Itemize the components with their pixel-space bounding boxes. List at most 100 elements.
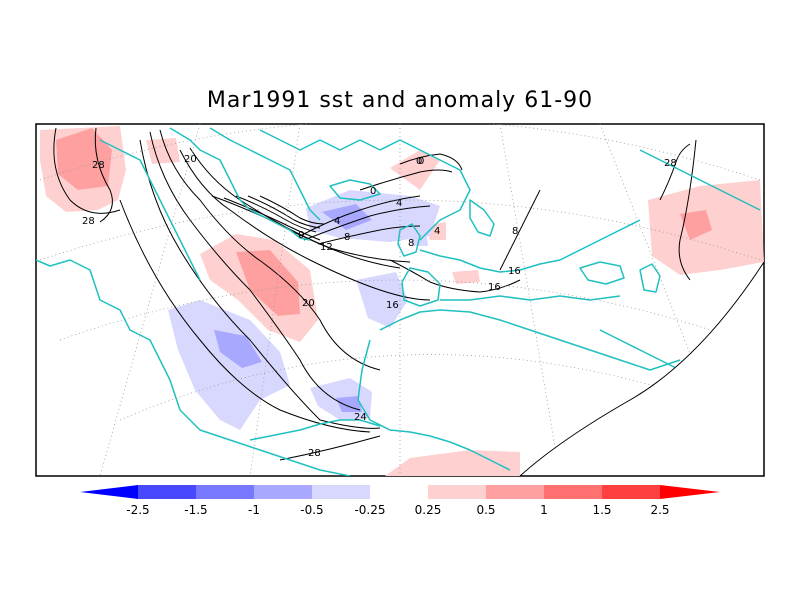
sst-contour: [359, 169, 453, 191]
contour-label: 0: [370, 186, 376, 197]
coastline-greenland: [169, 127, 311, 241]
contour-label: 8: [512, 226, 518, 237]
colorbar-label: -0.5: [300, 503, 323, 517]
anomaly-warm-patch: [385, 450, 520, 476]
anomaly-warm-patch: [56, 128, 112, 190]
anomaly-warm-patch: [236, 250, 300, 316]
coastline-baltic: [469, 199, 495, 237]
contour-label: 16: [386, 300, 399, 311]
colorbar-label: 2.5: [650, 503, 669, 517]
anomaly-warm-patch: [680, 210, 712, 240]
contour-label: 4: [434, 226, 440, 237]
contour-label: 20: [184, 154, 197, 165]
colorbar-box: [254, 485, 312, 499]
sst-contour: [399, 153, 463, 171]
coastline-europe: [419, 219, 641, 273]
projection-boundary: [519, 261, 765, 477]
sst-contour: [389, 259, 521, 293]
coastline-arctic-islands: [259, 129, 381, 151]
contour-label: 16: [488, 282, 501, 293]
contour-labels: 28 28 20 0 4 8 12 16 20 24 28 0 0 4 4 8 …: [82, 154, 677, 459]
contour-label: 28: [664, 158, 677, 169]
sst-contour: [279, 435, 381, 461]
coastline-mediterranean: [440, 295, 621, 301]
colorbar-label: 0.25: [415, 503, 442, 517]
sst-contour: [223, 197, 321, 241]
graticule-meridian: [599, 124, 721, 431]
contour-label: 12: [320, 242, 333, 253]
map-title: Mar1991 sst and anomaly 61-90: [206, 88, 594, 113]
contour-label: 0: [416, 156, 422, 167]
coastline-iceland: [329, 179, 381, 201]
contour-label: 28: [82, 216, 95, 227]
colorbar-label: 1.5: [592, 503, 611, 517]
sst-contour: [299, 195, 421, 237]
colorbar-arrow-left: [80, 485, 138, 499]
colorbar-box: [428, 485, 486, 499]
graticule-meridian: [249, 124, 301, 476]
contour-label: 0: [298, 230, 304, 241]
coastline-scandinavia: [379, 139, 471, 241]
sst-contour: [678, 139, 697, 281]
sst-contour: [235, 195, 317, 233]
coastline-iberia: [401, 267, 441, 307]
contour-label: 4: [334, 216, 340, 227]
colorbar-boxes: [80, 485, 720, 499]
colorbar-label: -2.5: [126, 503, 149, 517]
colorbar-box: [544, 485, 602, 499]
coastline-canada: [99, 139, 201, 281]
sst-contour: [189, 147, 401, 269]
anomaly-cool-patch: [214, 330, 262, 368]
colorbar-label: 0.5: [476, 503, 495, 517]
graticule: [39, 124, 761, 476]
sst-contour: [659, 143, 691, 201]
sst-contour: [499, 189, 541, 271]
graticule-parallel: [59, 279, 741, 341]
sst-contour: [53, 127, 121, 214]
contour-label: 8: [408, 238, 414, 249]
anomaly-warm-patch: [452, 270, 480, 284]
colorbar-box: [196, 485, 254, 499]
colorbar-label: -1: [248, 503, 260, 517]
contour-label: 28: [308, 448, 321, 459]
sst-contour: [303, 205, 431, 241]
contour-label: 16: [508, 266, 521, 277]
coastline-africa: [379, 309, 681, 371]
coastlines: [36, 127, 761, 476]
sst-contour: [149, 131, 361, 411]
colorbar-labels: -2.5 -1.5 -1 -0.5 -0.25 0.25 0.5 1 1.5 2…: [126, 503, 669, 517]
coastline-caribbean: [249, 419, 381, 441]
contour-label: 4: [396, 198, 402, 209]
coastline-west-africa: [357, 339, 511, 471]
anomaly-warm-patch: [390, 150, 440, 190]
coastline-british-isles: [397, 223, 421, 257]
sst-contour: [247, 195, 321, 229]
colorbar-box: [370, 485, 428, 499]
graticule-parallel: [119, 354, 701, 421]
coastline-asia: [639, 149, 761, 211]
anomaly-cool-patch: [306, 190, 440, 242]
colorbar-box: [138, 485, 196, 499]
sst-contour: [211, 195, 411, 263]
contour-label: 8: [344, 232, 350, 243]
sst-contours: [53, 127, 697, 461]
colorbar-label: -1.5: [184, 503, 207, 517]
colorbar-arrow-right: [660, 485, 720, 499]
sst-contour: [94, 127, 113, 223]
colorbar-box: [602, 485, 660, 499]
sst-contour: [259, 195, 325, 225]
colorbar-box: [312, 485, 370, 499]
coastline-black-sea: [579, 261, 625, 285]
anomaly-cool-patch: [336, 396, 362, 412]
colorbar-box: [486, 485, 544, 499]
coastline-greenland-east: [209, 127, 321, 221]
graticule-meridian: [99, 124, 201, 476]
contour-label: 28: [92, 160, 105, 171]
contour-label: 20: [302, 298, 315, 309]
coastline-caspian: [639, 263, 661, 293]
contour-label: 24: [354, 412, 367, 423]
contour-label: 0: [418, 156, 424, 167]
coastline-north-america: [36, 259, 351, 476]
